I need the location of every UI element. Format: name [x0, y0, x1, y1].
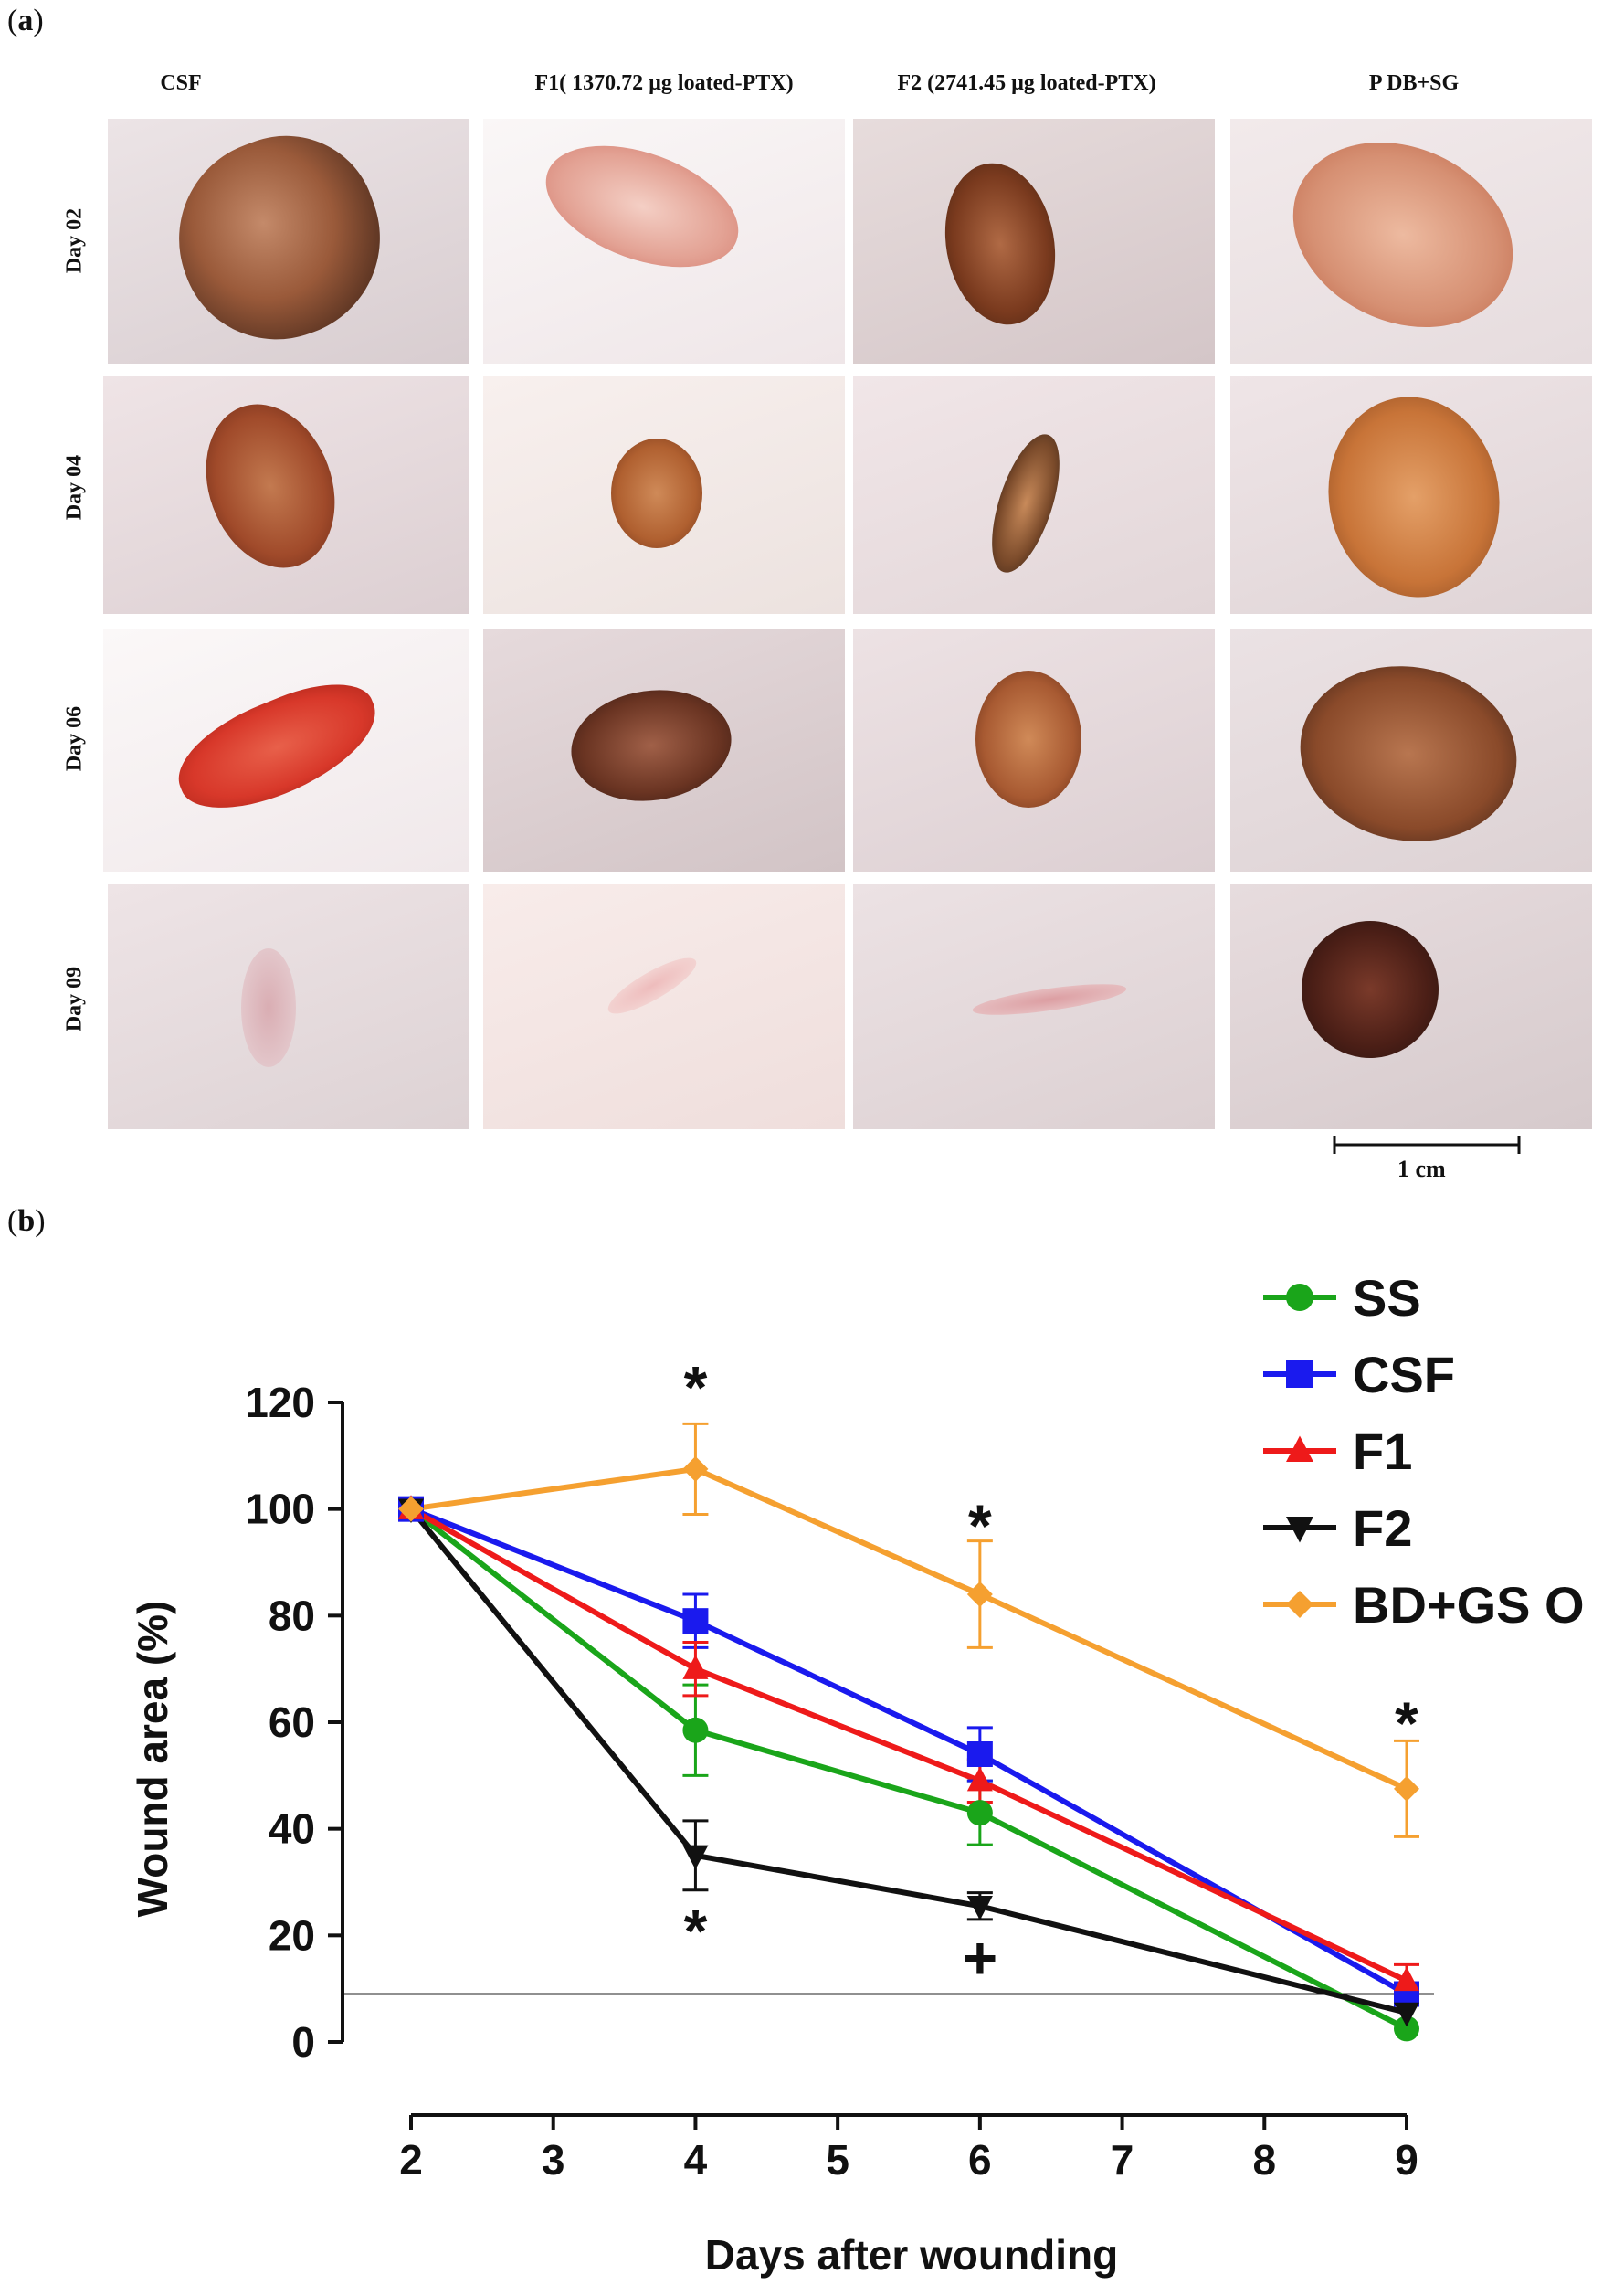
column-header-f1: F1( 1370.72 µg loated-PTX): [534, 71, 794, 95]
wound-photo-f1-day04: [483, 376, 845, 614]
y-tick-label: 60: [269, 1698, 315, 1746]
data-point-bd-gs-o: [966, 1582, 993, 1607]
x-tick-label: 3: [542, 2136, 565, 2184]
wound-area: [241, 948, 296, 1067]
y-tick-label: 40: [269, 1805, 315, 1853]
y-tick-label: 80: [269, 1592, 315, 1639]
x-tick-label: 7: [1111, 2136, 1134, 2184]
wound-area: [933, 154, 1068, 333]
y-tick-label: 120: [245, 1379, 315, 1426]
row-header-day09: Day 09: [62, 966, 87, 1032]
data-point-f1: [966, 1766, 993, 1792]
panel-a-label: (a): [7, 4, 44, 37]
row-header-day06: Day 06: [62, 705, 87, 772]
data-point-f2: [682, 1845, 709, 1870]
wound-area: [1286, 649, 1531, 859]
wound-photo-pdbsg-day09: [1230, 884, 1592, 1129]
y-tick-label: 20: [269, 1911, 315, 1959]
wound-area: [1262, 119, 1544, 362]
legend-label-bd-gs-o: BD+GS O: [1353, 1576, 1585, 1634]
data-point-f1: [1394, 1966, 1419, 1992]
legend-label-csf: CSF: [1353, 1346, 1455, 1403]
wound-area: [151, 119, 408, 364]
y-axis-label: Wound area (%): [129, 1601, 176, 1918]
wound-photo-f1-day06: [483, 629, 845, 872]
wound-area: [611, 439, 702, 548]
wound-photo-f2-day06: [853, 629, 1215, 872]
data-point-ss: [1394, 2015, 1419, 2042]
x-axis-label: Days after wounding: [705, 2231, 1118, 2279]
row-header-day04: Day 04: [62, 454, 87, 521]
data-point-bd-gs-o: [398, 1496, 424, 1522]
data-point-csf: [966, 1741, 993, 1767]
data-point-f2: [966, 1896, 993, 1920]
panel-b-label: (b): [7, 1204, 46, 1238]
wound-area: [978, 426, 1073, 581]
legend-marker-f2: [1286, 1517, 1313, 1543]
wound-photo-f1-day02: [483, 119, 845, 364]
y-tick-label: 0: [291, 2018, 315, 2066]
x-tick-label: 9: [1395, 2136, 1418, 2184]
data-point-bd-gs-o: [1394, 1775, 1419, 1802]
wound-photo-pdbsg-day02: [1230, 119, 1592, 364]
wound-photo-f1-day09: [483, 884, 845, 1129]
wound-photo-csf-day06: [103, 629, 469, 872]
column-header-pdb-sg: P DB+SG: [1368, 71, 1460, 95]
wound-photo-f2-day09: [853, 884, 1215, 1129]
wound-area-chart: 0 20 40 60 80 100 120 2 3 4 5 6 7 8 9 * * * * + SS CSF F1 F2 B…: [129, 1269, 1585, 2279]
x-tick-label: 8: [1252, 2136, 1276, 2184]
wound-photo-f2-day02: [853, 119, 1215, 364]
column-header-f2: F2 (2741.45 µg loated-PTX): [897, 71, 1156, 95]
wound-area: [971, 978, 1128, 1021]
series-line-f1: [409, 1507, 1408, 1984]
legend-label-ss: SS: [1353, 1269, 1421, 1327]
data-point-ss: [966, 1800, 993, 1826]
data-point-bd-gs-o: [682, 1455, 709, 1482]
x-tick-label: 5: [826, 2136, 849, 2184]
wound-photo-f2-day04: [853, 376, 1215, 614]
wound-area: [564, 680, 739, 811]
wound-area: [1276, 895, 1464, 1084]
scale-bar-label: 1 cm: [1397, 1156, 1446, 1182]
legend-marker-csf: [1286, 1360, 1313, 1388]
significance-marker: +: [963, 1924, 998, 1992]
data-point-ss: [682, 1717, 709, 1743]
data-point-f1: [682, 1655, 709, 1679]
significance-marker: *: [968, 1492, 992, 1560]
wound-area: [163, 665, 393, 830]
wound-photo-pdbsg-day06: [1230, 629, 1592, 872]
legend-marker-bd-gs-o: [1286, 1591, 1313, 1618]
series-line-bd-gs-o: [410, 1465, 1408, 1792]
series-line-csf: [409, 1506, 1408, 1997]
significance-marker: *: [684, 1897, 708, 1964]
wound-area: [975, 671, 1081, 808]
legend-label-f2: F2: [1353, 1499, 1412, 1557]
series-line-f2: [408, 1507, 1408, 2015]
wound-area: [529, 122, 755, 291]
wound-area: [601, 948, 703, 1023]
wound-photo-csf-day04: [103, 376, 469, 614]
wound-photo-pdbsg-day04: [1230, 376, 1592, 614]
significance-marker: *: [1395, 1689, 1418, 1757]
x-tick-label: 6: [968, 2136, 992, 2184]
wound-photo-csf-day09: [108, 884, 469, 1129]
column-header-csf: CSF: [160, 71, 202, 95]
wound-area: [1313, 383, 1515, 611]
scale-bar: [1333, 1136, 1521, 1154]
legend-marker-f1: [1286, 1435, 1313, 1462]
y-tick-label: 100: [245, 1486, 315, 1533]
x-tick-label: 2: [399, 2136, 423, 2184]
row-header-day02: Day 02: [62, 207, 87, 274]
legend-label-f1: F1: [1353, 1423, 1412, 1480]
series-line-ss: [409, 1507, 1408, 2032]
x-tick-label: 4: [684, 2136, 708, 2184]
legend-marker-ss: [1286, 1284, 1313, 1311]
wound-photo-csf-day02: [108, 119, 469, 364]
significance-marker: *: [684, 1353, 708, 1421]
data-point-f2: [1394, 2002, 1419, 2027]
data-point-csf: [682, 1608, 709, 1634]
wound-area: [184, 386, 357, 587]
